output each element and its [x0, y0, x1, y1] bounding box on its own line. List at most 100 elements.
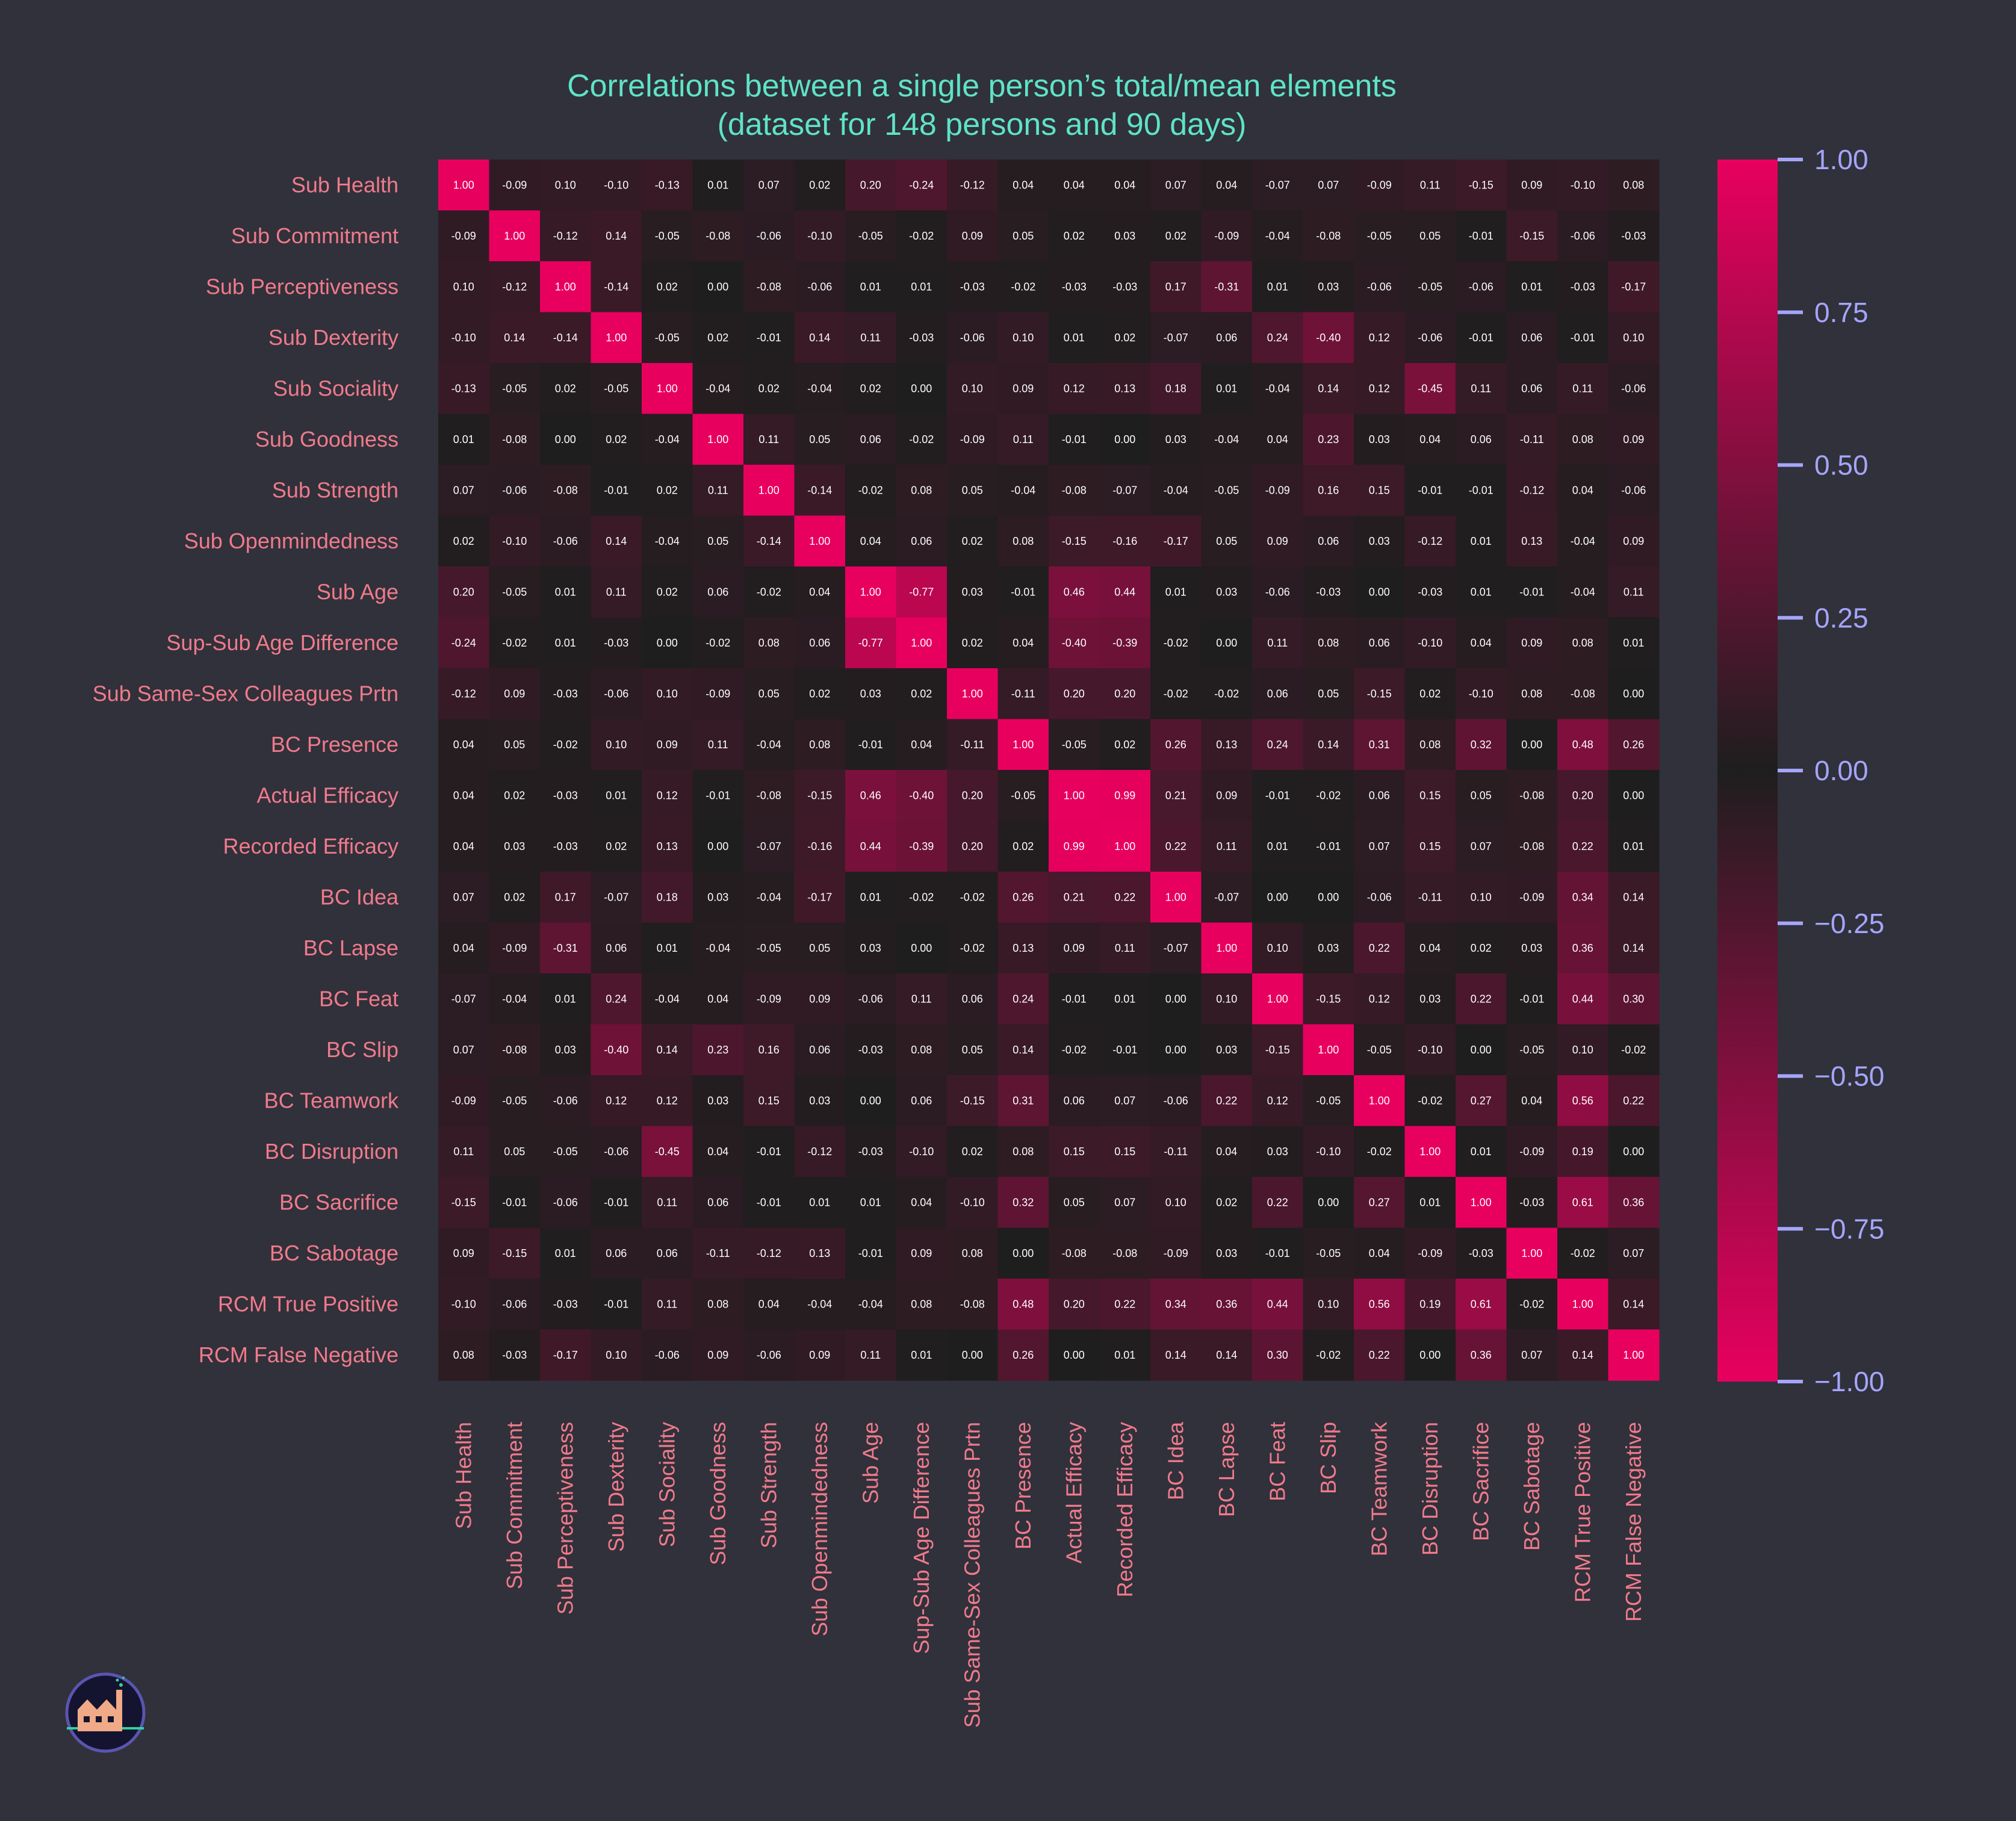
cell-value-label: 0.12 [1369, 332, 1390, 344]
heatmap-cell [1049, 770, 1100, 822]
cell-value-label: 0.09 [1521, 179, 1542, 191]
cell-value-label: 0.01 [1471, 1146, 1492, 1158]
cell-value-label: -0.09 [451, 230, 476, 242]
cell-value-label: -0.02 [1571, 1247, 1595, 1259]
cell-value-label: 0.11 [1217, 840, 1237, 852]
heatmap-cell [1150, 770, 1202, 822]
cell-value-label: 0.08 [1013, 1146, 1034, 1158]
heatmap-cell [642, 1227, 693, 1279]
heatmap-cell [1404, 770, 1456, 822]
cell-value-label: 0.03 [1216, 586, 1237, 598]
heatmap-cell [1150, 668, 1202, 720]
heatmap-cell [642, 922, 693, 974]
cell-value-label: 0.20 [453, 586, 474, 598]
heatmap-cell [1252, 261, 1304, 313]
cell-value-label: -0.04 [1571, 586, 1595, 598]
cell-value-label: 0.12 [1369, 382, 1390, 394]
heatmap-cell [1506, 821, 1558, 872]
cell-value-label: -0.09 [1367, 179, 1392, 191]
cell-value-label: 0.08 [1318, 637, 1339, 649]
heatmap-cell [692, 872, 744, 923]
cell-value-label: 0.01 [1623, 840, 1644, 852]
heatmap-cell [1201, 1075, 1253, 1127]
cell-value-label: 0.06 [962, 993, 983, 1005]
cell-value-label: 0.03 [1165, 433, 1186, 445]
heatmap-cell [997, 719, 1049, 771]
cell-value-label: 0.22 [1369, 942, 1390, 954]
heatmap-cell [1049, 821, 1100, 872]
cell-value-label: 0.06 [1216, 332, 1237, 344]
heatmap-cell [1404, 668, 1456, 720]
cell-value-label: 0.04 [707, 1146, 728, 1158]
heatmap-cell [1354, 414, 1406, 465]
heatmap-cell [896, 1177, 948, 1229]
heatmap-cell [845, 668, 897, 720]
heatmap-cell [692, 312, 744, 364]
cell-value-label: 0.27 [1369, 1196, 1390, 1208]
heatmap-cell [1252, 363, 1304, 415]
heatmap-cell [1049, 1329, 1100, 1381]
cell-value-label: -0.08 [1519, 789, 1544, 801]
cell-value-label: -0.39 [909, 840, 934, 852]
cell-value-label: 0.06 [911, 535, 932, 547]
heatmap-cell [947, 617, 999, 669]
row-label: BC Sacrifice [279, 1190, 399, 1214]
cell-value-label: 1.00 [1114, 840, 1135, 852]
heatmap-cell [1303, 160, 1354, 211]
cell-value-label: 0.02 [504, 891, 525, 903]
cell-value-label: 0.10 [1216, 993, 1237, 1005]
cell-value-label: 0.08 [1013, 535, 1034, 547]
cell-value-label: 0.06 [657, 1247, 678, 1259]
colorbar-tick-label: 0.00 [1814, 755, 1869, 786]
cell-value-label: 0.13 [1216, 739, 1237, 751]
cell-value-label: 0.03 [1419, 993, 1441, 1005]
cell-value-label: -0.10 [451, 1298, 476, 1310]
cell-value-label: 1.00 [1623, 1349, 1644, 1361]
heatmap-cell [1049, 1177, 1100, 1229]
cell-value-label: 0.06 [809, 1044, 830, 1056]
cell-value-label: -0.15 [1265, 1044, 1290, 1056]
cell-value-label: 0.02 [555, 382, 576, 394]
cell-value-label: 0.03 [860, 942, 881, 954]
heatmap-cell [845, 566, 897, 618]
heatmap-cell [896, 973, 948, 1025]
cell-value-label: -0.01 [1418, 484, 1442, 496]
row-label: BC Idea [320, 884, 399, 909]
cell-value-label: 0.26 [1013, 891, 1034, 903]
cell-value-label: -0.04 [757, 739, 781, 751]
heatmap-cell [1303, 1279, 1354, 1330]
cell-value-label: -0.06 [1164, 1094, 1188, 1106]
cell-value-label: -0.24 [909, 179, 934, 191]
heatmap-cell [591, 668, 642, 720]
heatmap-cell [845, 515, 897, 567]
row-label: Sub Age [317, 579, 399, 604]
heatmap-cell [947, 312, 999, 364]
cell-value-label: -0.03 [553, 1298, 578, 1310]
heatmap-cell [1557, 566, 1609, 618]
cell-value-label: -0.01 [1112, 1044, 1137, 1056]
cell-value-label: 0.22 [1114, 891, 1135, 903]
cell-value-label: -0.05 [553, 1146, 578, 1158]
cell-value-label: 0.06 [707, 586, 728, 598]
heatmap-cell [1303, 668, 1354, 720]
cell-value-label: 0.12 [657, 789, 678, 801]
cell-value-label: -0.45 [1418, 382, 1442, 394]
cell-value-label: 0.00 [911, 942, 932, 954]
cell-value-label: -0.09 [1214, 230, 1239, 242]
heatmap-cell [794, 261, 846, 313]
cell-value-label: 0.04 [860, 535, 881, 547]
heatmap-cell [947, 719, 999, 771]
cell-value-label: -0.06 [553, 1196, 578, 1208]
cell-value-label: -0.17 [1164, 535, 1188, 547]
heatmap-cell [1252, 719, 1304, 771]
heatmap-cell [1608, 770, 1660, 822]
cell-value-label: -0.06 [502, 1298, 527, 1310]
cell-value-label: 0.04 [1521, 1094, 1542, 1106]
cell-value-label: -0.09 [1164, 1247, 1188, 1259]
cell-value-label: -0.40 [909, 789, 934, 801]
cell-value-label: -0.15 [1367, 687, 1392, 700]
cell-value-label: -0.09 [1265, 484, 1290, 496]
heatmap-cell [794, 1075, 846, 1127]
heatmap-cell [1150, 1075, 1202, 1127]
heatmap-cell [1201, 973, 1253, 1025]
